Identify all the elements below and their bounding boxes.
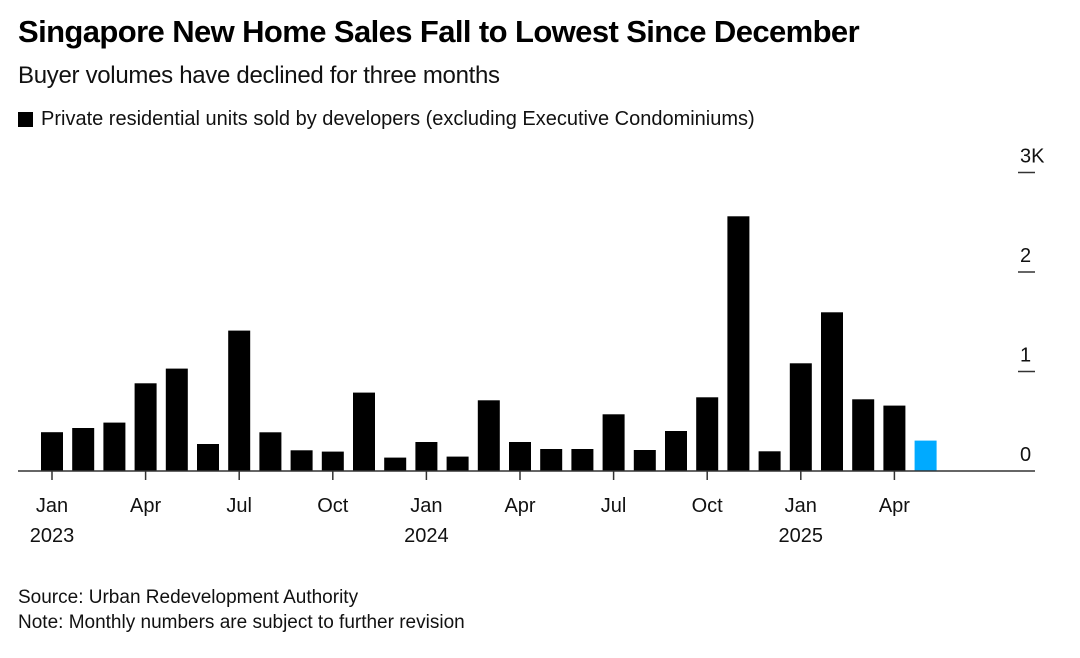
- y-tick-label: 2: [1020, 245, 1031, 267]
- bar-jun-2023: [197, 444, 219, 471]
- x-tick-label: Jul: [601, 495, 627, 517]
- y-tick-label: 0: [1020, 444, 1031, 466]
- y-tick-label: 3K: [1020, 146, 1045, 168]
- bar-mar-2024: [477, 400, 500, 471]
- y-tick-label: 1: [1020, 345, 1031, 367]
- source-note: Source: Urban Redevelopment Authority: [18, 587, 359, 608]
- bar-oct-2024: [696, 397, 719, 471]
- x-tick-label: Jan: [785, 495, 817, 517]
- x-tick-year-label: 2024: [404, 525, 449, 547]
- bar-nov-2024: [727, 216, 750, 471]
- x-tick-label: Jul: [226, 495, 252, 517]
- x-tick-label: Jan: [36, 495, 68, 517]
- legend-label: Private residential units sold by develo…: [41, 108, 755, 130]
- bar-may-2023: [165, 368, 188, 471]
- bar-jun-2024: [571, 449, 594, 471]
- x-tick-label: Apr: [879, 495, 910, 517]
- bar-nov-2023: [353, 392, 375, 471]
- y-axis: 0 1 2 3K: [1018, 146, 1045, 466]
- bars-group: [41, 216, 937, 471]
- bar-apr-2024: [509, 442, 531, 471]
- bar-jan-2025: [789, 363, 812, 471]
- bar-mar-2025: [852, 399, 875, 471]
- legend-swatch: [18, 112, 33, 127]
- bar-apr-2025: [883, 405, 906, 471]
- bar-may-2024: [540, 449, 563, 471]
- bar-feb-2023: [72, 428, 95, 471]
- bar-apr-2023: [134, 383, 157, 471]
- bar-dec-2023: [384, 457, 407, 471]
- revision-note: Note: Monthly numbers are subject to fur…: [18, 612, 465, 633]
- footer: Source: Urban Redevelopment Authority No…: [18, 585, 465, 635]
- bar-may-2025: [914, 440, 937, 471]
- bar-sep-2024: [665, 431, 687, 471]
- chart-title: Singapore New Home Sales Fall to Lowest …: [18, 14, 860, 49]
- x-tick-label: Oct: [692, 495, 724, 517]
- x-tick-label: Apr: [504, 495, 535, 517]
- bar-jan-2024: [415, 442, 438, 471]
- chart-subtitle: Buyer volumes have declined for three mo…: [18, 62, 500, 89]
- bar-aug-2023: [259, 432, 282, 471]
- bar-oct-2023: [321, 451, 344, 471]
- x-tick-label: Oct: [317, 495, 349, 517]
- bar-aug-2024: [633, 450, 656, 471]
- x-tick-year-label: 2025: [779, 525, 824, 547]
- bar-feb-2024: [446, 456, 469, 471]
- bar-feb-2025: [821, 312, 843, 471]
- x-tick-label: Apr: [130, 495, 161, 517]
- bar-jul-2023: [228, 330, 251, 471]
- bar-jan-2023: [41, 432, 63, 471]
- x-tick-year-label: 2023: [30, 525, 75, 547]
- x-axis: Jan 2023 Apr Jul Oct Jan 2024 Apr Jul Oct Jan 2025 A…: [18, 470, 1035, 547]
- bar-sep-2023: [290, 450, 313, 471]
- x-tick-label: Jan: [410, 495, 442, 517]
- legend: Private residential units sold by develo…: [18, 108, 755, 131]
- bar-dec-2024: [758, 451, 781, 471]
- bar-mar-2023: [103, 422, 126, 471]
- bar-jul-2024: [602, 414, 625, 471]
